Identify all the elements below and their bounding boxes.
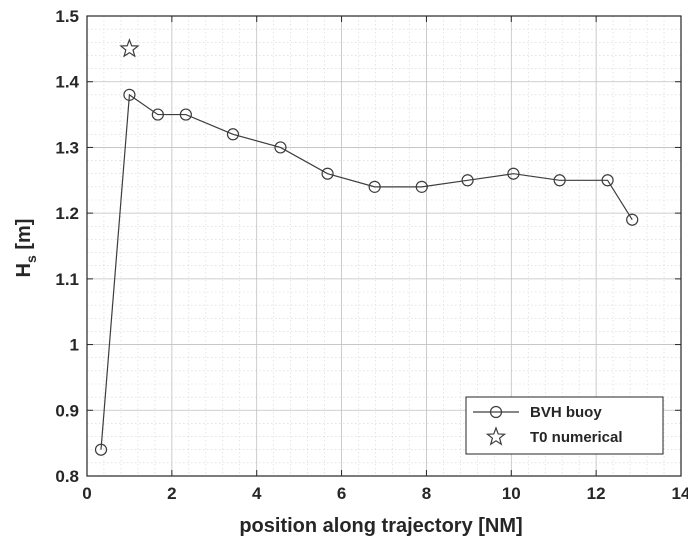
y-tick-label: 0.9 [55,401,79,420]
x-tick-label: 10 [502,484,521,503]
y-tick-label: 1.1 [55,270,79,289]
y-axis-label-unit: [m] [13,219,35,256]
plot-area-frame [86,15,682,477]
x-axis-label: position along trajectory [NM] [239,515,522,537]
data-point-circle [415,180,428,193]
data-point-circle [274,141,287,154]
data-point-circle [179,108,192,121]
minor-grid [87,16,681,476]
data-point-circle [626,213,639,226]
legend: BVH buoy T0 numerical [465,396,664,455]
x-tick-label: 2 [167,484,176,503]
legend-label-bvh-buoy: BVH buoy [530,404,602,421]
data-point-circle [151,108,164,121]
legend-box [465,396,664,455]
data-point-circle [368,180,381,193]
x-tick-label: 0 [82,484,91,503]
x-tick-label: 14 [672,484,688,503]
legend-label-t0-numerical: T0 numerical [530,429,623,446]
data-point-circle [94,443,108,456]
x-tick-label: 6 [337,484,346,503]
data-point-circle [321,167,334,180]
data-point-circle [601,174,614,187]
y-tick-label: 1.2 [55,204,79,223]
data-point-circle [507,167,520,180]
x-axis-ticks: 0 2 4 6 8 10 12 14 [82,16,688,503]
legend-circle-marker-icon [489,405,503,419]
series-layer [94,38,639,456]
series-line-0 [100,93,633,450]
legend-star-marker-icon [485,426,507,446]
data-point-circle [123,88,136,101]
data-point-circle [461,174,474,187]
y-tick-label: 1 [70,336,79,355]
y-axis-ticks: 0.8 0.9 1 1.1 1.2 1.3 1.4 1.5 [55,7,681,486]
data-point-circle [553,174,566,187]
data-point-circle [226,128,240,141]
data-point-star [119,38,140,58]
y-axis-label-subscript: s [23,255,39,263]
x-tick-label: 12 [587,484,606,503]
y-axis-label: Hs [m] [13,219,39,278]
x-tick-label: 8 [422,484,431,503]
y-axis-label-main: H [13,263,35,277]
y-tick-label: 1.5 [55,7,79,26]
x-tick-label: 4 [252,484,262,503]
y-tick-label: 1.4 [55,73,79,92]
y-tick-label: 0.8 [55,467,79,486]
y-tick-label: 1.3 [55,138,79,157]
